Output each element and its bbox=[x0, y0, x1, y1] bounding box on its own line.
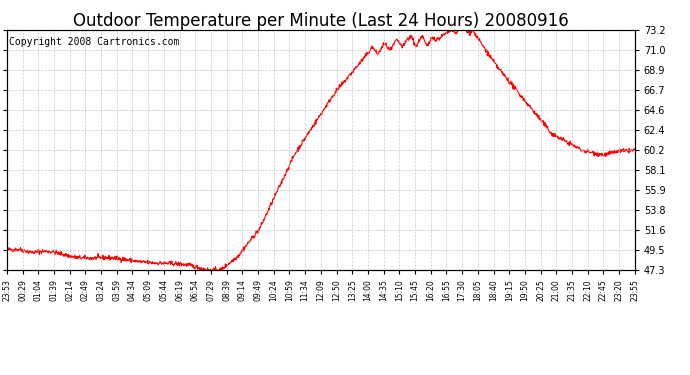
Text: Copyright 2008 Cartronics.com: Copyright 2008 Cartronics.com bbox=[9, 37, 179, 47]
Title: Outdoor Temperature per Minute (Last 24 Hours) 20080916: Outdoor Temperature per Minute (Last 24 … bbox=[73, 12, 569, 30]
